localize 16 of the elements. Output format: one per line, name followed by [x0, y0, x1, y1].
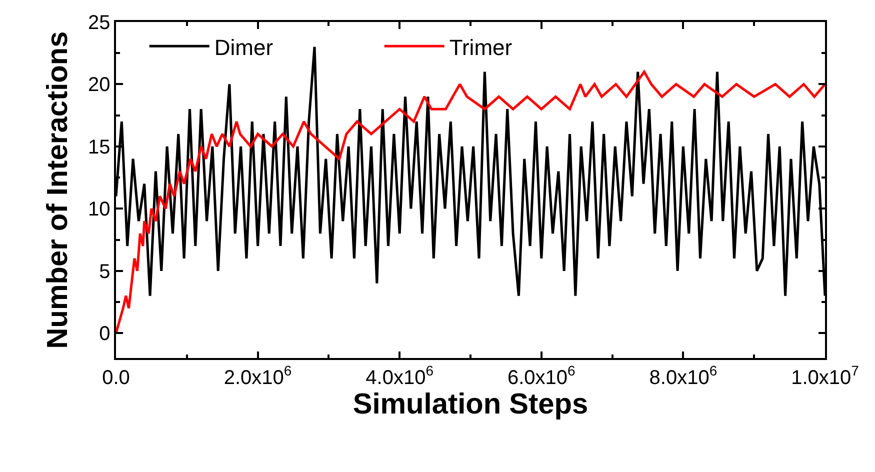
x-tick-label: 0.0 — [102, 366, 130, 389]
y-tick-label: 5 — [99, 260, 110, 283]
y-tick-label: 20 — [88, 74, 110, 96]
x-tick-label: 8.0x10$^{6}$ — [649, 362, 718, 389]
x-tick-label: 2.0x10$^{6}$ — [224, 362, 292, 389]
y-tick-label: 25 — [88, 12, 110, 34]
legend-label: Trimer — [449, 34, 512, 60]
y-tick-label: 0 — [99, 323, 110, 346]
y-axis-title: Number of Interactions — [42, 31, 74, 349]
x-axis-title: Simulation Steps — [352, 388, 588, 421]
y-tick-label: 10 — [88, 198, 110, 221]
legend-label: Dimer — [214, 34, 274, 60]
x-tick-label: 6.0x10$^{6}$ — [507, 362, 576, 389]
y-tick-label: 15 — [88, 136, 110, 158]
x-tick-label: 1.0x10$^{7}$ — [791, 362, 860, 389]
x-tick-label: 4.0x10$^{6}$ — [366, 362, 434, 389]
